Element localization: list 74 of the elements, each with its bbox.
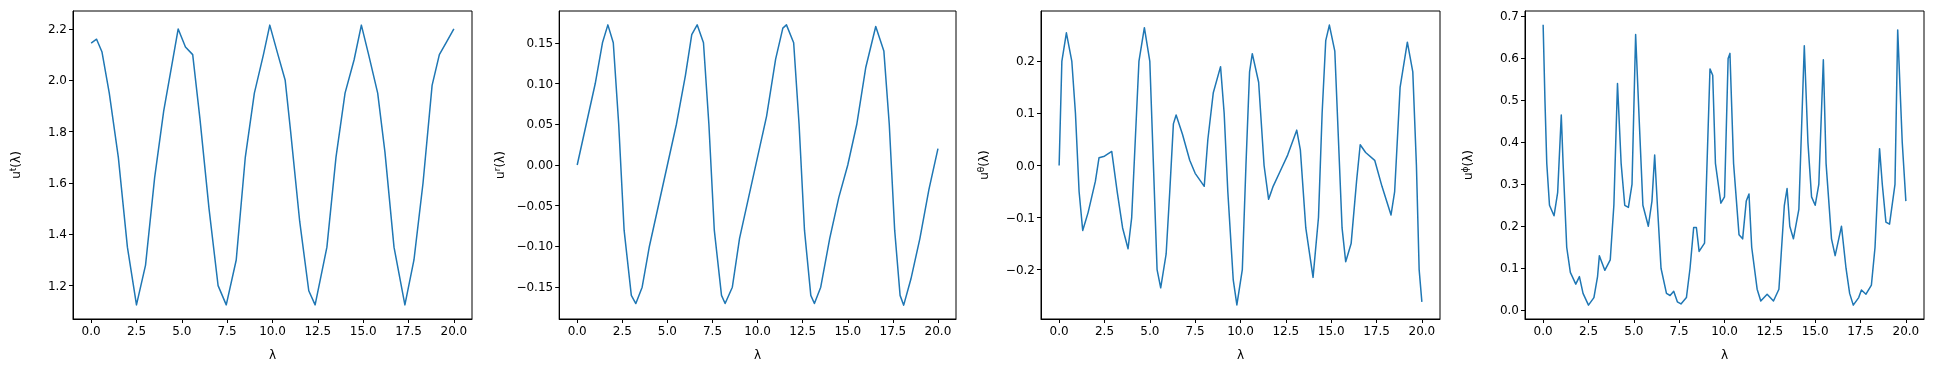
x-tick-label: 17.5 [879, 324, 907, 338]
y-tick-label: 0.15 [526, 35, 554, 50]
y-tick-label: 0.0 [1015, 158, 1035, 173]
y-tick-label: 0.10 [526, 76, 554, 91]
y-axis-title: uθ(λ) [975, 150, 991, 180]
y-axis-title: ut(λ) [7, 151, 23, 179]
x-tick-label: 12.5 [1756, 324, 1784, 338]
x-tick-label: 5.0 [1140, 324, 1160, 338]
x-tick-label: 2.5 [126, 324, 147, 338]
x-tick-label: 10.0 [259, 324, 286, 338]
y-tick-label: −0.05 [516, 198, 554, 213]
y-tick-label: −0.1 [1005, 210, 1035, 225]
y-axis-title: ur(λ) [491, 151, 507, 179]
x-tick-label: 12.5 [789, 324, 817, 338]
x-tick-label: 15.0 [1801, 324, 1829, 338]
y-tick-label: 0.5 [1499, 93, 1519, 108]
x-tick-label: 10.0 [744, 324, 771, 338]
x-tick-label: 17.5 [1363, 324, 1390, 338]
x-tick-label: 10.0 [1227, 324, 1254, 338]
y-tick-label: 0.4 [1499, 135, 1519, 150]
x-tick-label: 12.5 [304, 324, 332, 338]
x-tick-label: 20.0 [1892, 324, 1920, 338]
y-tick-label: 1.8 [47, 124, 67, 139]
x-tick-label: 2.5 [1578, 324, 1599, 338]
x-axis-title: λ [1236, 348, 1245, 362]
x-tick-label: 7.5 [702, 324, 723, 338]
line-series [1542, 24, 1907, 306]
line-series [1058, 24, 1423, 306]
x-tick-label: 10.0 [1711, 324, 1738, 338]
y-tick-label: 1.4 [47, 227, 67, 242]
y-tick-label: 0.1 [1499, 261, 1519, 276]
y-tick-label: 0.7 [1499, 9, 1519, 24]
x-tick-label: 17.5 [1847, 324, 1874, 338]
y-tick-label: 0.00 [526, 158, 554, 172]
x-tick-label: 17.5 [395, 324, 422, 338]
x-tick-label: 2.5 [1094, 324, 1115, 338]
x-axis-title: λ [268, 348, 277, 362]
y-tick-label: 0.1 [1015, 106, 1035, 121]
y-tick-label: 1.6 [47, 175, 67, 190]
y-tick-label: 2.2 [47, 21, 67, 36]
x-tick-label: 12.5 [1272, 324, 1300, 338]
x-tick-label: 5.0 [657, 324, 677, 338]
y-tick-label: 0.2 [1499, 219, 1519, 234]
y-tick-label: 0.6 [1499, 51, 1519, 66]
x-tick-label: 5.0 [172, 324, 192, 338]
x-tick-label: 15.0 [349, 324, 377, 338]
x-tick-label: 0.0 [1533, 324, 1553, 338]
x-tick-label: 15.0 [834, 324, 862, 338]
x-tick-label: 15.0 [1317, 324, 1345, 338]
x-tick-label: 20.0 [440, 324, 468, 338]
y-tick-label: 1.2 [47, 278, 67, 293]
y-tick-label: −0.15 [516, 280, 554, 295]
x-tick-label: 7.5 [1185, 324, 1205, 338]
x-axis-title: λ [1720, 348, 1729, 362]
line-series [90, 24, 455, 306]
x-tick-label: 20.0 [1408, 324, 1436, 338]
x-tick-label: 5.0 [1624, 324, 1644, 338]
x-tick-label: 0.0 [567, 324, 587, 338]
y-tick-label: 2.0 [47, 73, 67, 88]
y-tick-label: −0.10 [516, 239, 554, 254]
x-tick-label: 2.5 [612, 324, 632, 338]
x-tick-label: 0.0 [81, 324, 101, 338]
y-tick-label: 0.2 [1015, 54, 1035, 69]
x-tick-label: 7.5 [217, 324, 237, 338]
y-tick-label: 0.0 [1499, 303, 1519, 318]
y-tick-label: −0.2 [1005, 262, 1035, 277]
x-axis-title: λ [754, 348, 762, 362]
x-tick-label: 0.0 [1049, 324, 1069, 338]
y-tick-label: 0.3 [1499, 177, 1519, 192]
x-tick-label: 20.0 [924, 324, 952, 338]
y-axis-title: uϕ(λ) [1459, 149, 1475, 181]
line-series [576, 24, 939, 306]
x-tick-label: 7.5 [1669, 324, 1689, 338]
y-tick-label: 0.05 [526, 117, 554, 132]
